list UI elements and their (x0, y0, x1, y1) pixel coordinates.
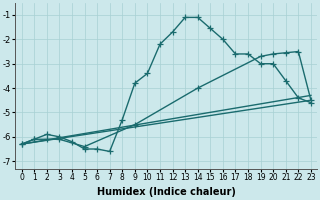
X-axis label: Humidex (Indice chaleur): Humidex (Indice chaleur) (97, 187, 236, 197)
